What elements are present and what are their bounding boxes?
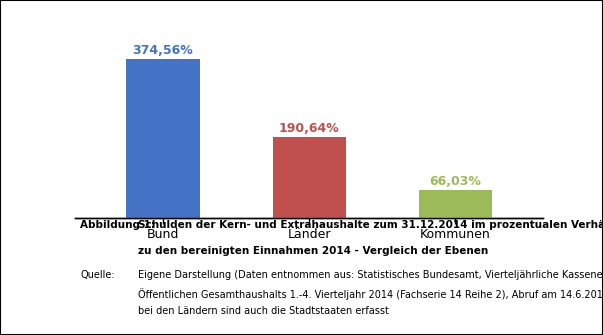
Bar <box>418 190 491 217</box>
Text: bei den Ländern sind auch die Stadtstaaten erfasst: bei den Ländern sind auch die Stadtstaat… <box>139 306 390 316</box>
Text: 66,03%: 66,03% <box>429 175 481 188</box>
Text: Schulden der Kern- und Extrahaushalte zum 31.12.2014 im prozentualen Verhältnis: Schulden der Kern- und Extrahaushalte zu… <box>139 220 603 230</box>
Text: Eigene Darstellung (Daten entnommen aus: Statistisches Bundesamt, Vierteljährlic: Eigene Darstellung (Daten entnommen aus:… <box>139 270 603 280</box>
Text: Öffentlichen Gesamthaushalts 1.-4. Vierteljahr 2014 (Fachserie 14 Reihe 2), Abru: Öffentlichen Gesamthaushalts 1.-4. Viert… <box>139 288 603 300</box>
Text: Abbildung 1:: Abbildung 1: <box>80 220 155 230</box>
Bar <box>273 137 346 217</box>
Text: 374,56%: 374,56% <box>133 44 194 57</box>
Text: zu den bereinigten Einnahmen 2014 - Vergleich der Ebenen: zu den bereinigten Einnahmen 2014 - Verg… <box>139 246 488 256</box>
Text: 190,64%: 190,64% <box>279 122 339 135</box>
Bar <box>127 59 200 217</box>
Text: Quelle:: Quelle: <box>80 270 115 280</box>
